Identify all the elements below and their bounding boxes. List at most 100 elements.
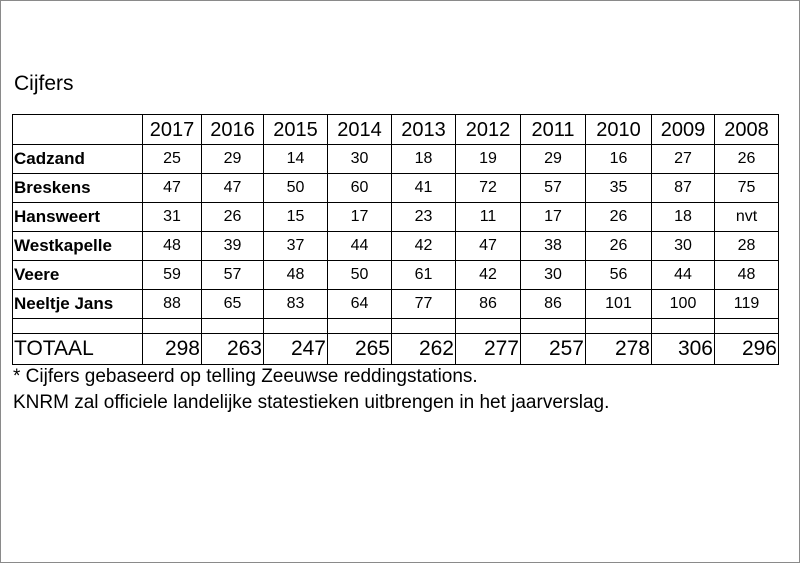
total-cell: 278 <box>585 333 652 365</box>
total-cell: 298 <box>142 333 202 365</box>
table-cell: nvt <box>714 202 779 232</box>
empty-cell <box>391 318 456 334</box>
table-cell: 37 <box>263 231 328 261</box>
table-cell: 18 <box>391 144 456 174</box>
table-cell: 77 <box>391 289 456 319</box>
table-cell: 47 <box>201 173 264 203</box>
station-label: Cadzand <box>12 144 143 174</box>
station-label: Veere <box>12 260 143 290</box>
table-cell: 44 <box>651 260 715 290</box>
table-cell: 48 <box>263 260 328 290</box>
table-cell: 23 <box>391 202 456 232</box>
table-cell: 26 <box>714 144 779 174</box>
empty-cell <box>520 318 586 334</box>
year-header-cell: 2009 <box>651 114 715 145</box>
table-cell: 42 <box>455 260 521 290</box>
table-cell: 17 <box>327 202 392 232</box>
table-cell: 26 <box>585 202 652 232</box>
table-cell: 26 <box>585 231 652 261</box>
table-cell: 31 <box>142 202 202 232</box>
total-cell: 257 <box>520 333 586 365</box>
station-label: Hansweert <box>12 202 143 232</box>
table-cell: 87 <box>651 173 715 203</box>
table-cell: 18 <box>651 202 715 232</box>
table-cell: 101 <box>585 289 652 319</box>
table-cell: 59 <box>142 260 202 290</box>
year-header-cell: 2013 <box>391 114 456 145</box>
footnote-knrm: KNRM zal officiele landelijke statestiek… <box>13 392 610 413</box>
year-header-cell: 2011 <box>520 114 586 145</box>
page-title: Cijfers <box>14 72 74 95</box>
table-cell: 47 <box>142 173 202 203</box>
table-cell: 30 <box>327 144 392 174</box>
total-cell: 296 <box>714 333 779 365</box>
header-corner-cell <box>12 114 143 145</box>
total-cell: 262 <box>391 333 456 365</box>
table-cell: 83 <box>263 289 328 319</box>
total-label: TOTAAL <box>12 333 143 365</box>
table-cell: 57 <box>520 173 586 203</box>
station-label: Breskens <box>12 173 143 203</box>
table-cell: 65 <box>201 289 264 319</box>
table-cell: 17 <box>520 202 586 232</box>
year-header-cell: 2015 <box>263 114 328 145</box>
table-cell: 38 <box>520 231 586 261</box>
table-cell: 72 <box>455 173 521 203</box>
table-cell: 29 <box>520 144 586 174</box>
table-row: Neeltje Jans 88 65 83 64 77 86 86 101 100 119 <box>12 289 779 319</box>
year-header-cell: 2016 <box>201 114 264 145</box>
table-cell: 86 <box>520 289 586 319</box>
empty-cell <box>327 318 392 334</box>
table-cell: 86 <box>455 289 521 319</box>
empty-row <box>12 318 779 334</box>
table-row: Westkapelle 48 39 37 44 42 47 38 26 30 28 <box>12 231 779 261</box>
year-header-cell: 2017 <box>142 114 202 145</box>
statistics-table: 2017 2016 2015 2014 2013 2012 2011 2010 2009 2008… <box>12 114 779 365</box>
table-cell: 50 <box>263 173 328 203</box>
table-cell: 56 <box>585 260 652 290</box>
year-header-cell: 2008 <box>714 114 779 145</box>
footnote-source: * Cijfers gebaseerd op telling Zeeuwse r… <box>13 366 478 387</box>
table-cell: 64 <box>327 289 392 319</box>
year-header-row: 2017 2016 2015 2014 2013 2012 2011 2010 2009 2008 <box>12 114 779 145</box>
year-header-cell: 2012 <box>455 114 521 145</box>
table-cell: 41 <box>391 173 456 203</box>
table-cell: 25 <box>142 144 202 174</box>
table-row: Veere 59 57 48 50 61 42 30 56 44 48 <box>12 260 779 290</box>
table-cell: 30 <box>651 231 715 261</box>
table-cell: 39 <box>201 231 264 261</box>
total-cell: 265 <box>327 333 392 365</box>
table-cell: 26 <box>201 202 264 232</box>
table-row: Breskens 47 47 50 60 41 72 57 35 87 75 <box>12 173 779 203</box>
station-label: Neeltje Jans <box>12 289 143 319</box>
table-cell: 61 <box>391 260 456 290</box>
table-cell: 50 <box>327 260 392 290</box>
total-cell: 306 <box>651 333 715 365</box>
table-cell: 15 <box>263 202 328 232</box>
table-cell: 30 <box>520 260 586 290</box>
table-cell: 28 <box>714 231 779 261</box>
table-row: Hansweert 31 26 15 17 23 11 17 26 18 nvt <box>12 202 779 232</box>
table-cell: 100 <box>651 289 715 319</box>
table-cell: 44 <box>327 231 392 261</box>
table-cell: 119 <box>714 289 779 319</box>
table-cell: 19 <box>455 144 521 174</box>
total-cell: 247 <box>263 333 328 365</box>
empty-cell <box>263 318 328 334</box>
table-cell: 57 <box>201 260 264 290</box>
table-cell: 42 <box>391 231 456 261</box>
table-cell: 35 <box>585 173 652 203</box>
table-cell: 75 <box>714 173 779 203</box>
station-label: Westkapelle <box>12 231 143 261</box>
empty-cell <box>455 318 521 334</box>
total-cell: 263 <box>201 333 264 365</box>
total-row: TOTAAL 298 263 247 265 262 277 257 278 306 296 <box>12 333 779 365</box>
year-header-cell: 2010 <box>585 114 652 145</box>
empty-cell <box>651 318 715 334</box>
year-header-cell: 2014 <box>327 114 392 145</box>
empty-cell <box>142 318 202 334</box>
table-row: Cadzand 25 29 14 30 18 19 29 16 27 26 <box>12 144 779 174</box>
table-cell: 88 <box>142 289 202 319</box>
table-cell: 47 <box>455 231 521 261</box>
total-cell: 277 <box>455 333 521 365</box>
